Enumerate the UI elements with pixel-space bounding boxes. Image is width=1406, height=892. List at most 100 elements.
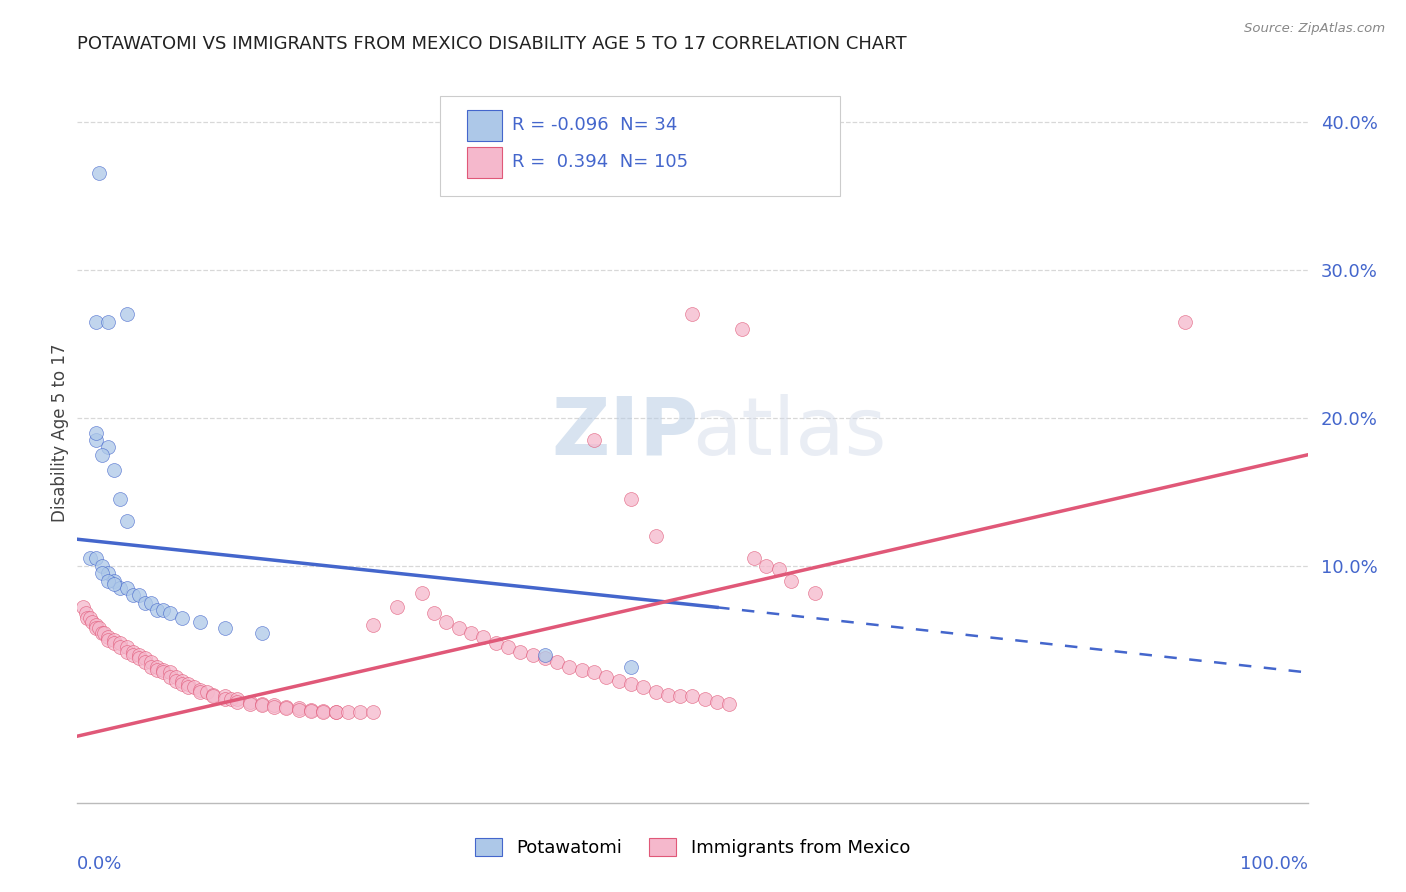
Point [288,701,311,715]
Point [103,574,125,588]
Point [152,603,174,617]
Point [128,589,150,603]
Point [693,692,716,706]
Point [472,630,495,644]
Point [159,665,181,680]
Point [325,706,347,720]
Point [84,433,107,447]
Point [485,636,508,650]
Point [188,615,212,629]
Point [214,692,236,706]
Point [718,697,741,711]
Point [263,699,285,714]
Text: atlas: atlas [693,393,887,472]
Point [97,630,120,644]
Point [103,632,125,647]
Point [141,596,163,610]
Point [201,689,224,703]
Point [263,698,285,712]
Point [620,659,643,673]
Point [128,650,150,665]
Text: R = -0.096  N= 34: R = -0.096 N= 34 [512,116,676,135]
Point [115,515,138,529]
Point [97,441,120,455]
Point [165,674,187,689]
Point [299,702,322,716]
Point [90,558,114,573]
Point [299,704,322,718]
Point [90,625,114,640]
Point [84,621,107,635]
Point [276,699,298,714]
Point [312,704,335,718]
Point [214,689,236,703]
Point [682,689,704,703]
Text: R =  0.394  N= 105: R = 0.394 N= 105 [512,153,688,171]
Point [239,695,262,709]
Point [152,663,174,677]
Point [361,706,384,720]
Point [121,648,143,662]
Point [115,581,138,595]
Point [607,674,630,689]
Point [141,655,163,669]
Point [1174,314,1197,328]
Point [110,640,132,655]
Point [103,636,125,650]
Point [349,706,371,720]
Point [75,607,97,621]
Point [110,581,132,595]
Point [583,665,606,680]
Point [657,688,679,702]
Point [121,589,143,603]
Point [115,307,138,321]
Point [128,648,150,662]
Point [201,688,224,702]
Point [620,492,643,507]
Text: 100.0%: 100.0% [1240,855,1308,872]
Point [177,681,200,695]
Point [644,685,666,699]
Point [134,650,156,665]
Point [768,562,790,576]
Point [385,600,409,615]
Point [170,674,193,689]
Point [93,625,115,640]
Point [97,566,120,581]
Point [97,574,120,588]
Point [79,610,101,624]
Point [110,492,132,507]
Point [146,603,169,617]
Point [90,448,114,462]
Point [195,685,218,699]
Point [103,576,125,591]
Point [84,425,107,440]
Point [804,585,827,599]
FancyBboxPatch shape [467,147,502,178]
Legend: Potawatomi, Immigrants from Mexico: Potawatomi, Immigrants from Mexico [468,830,917,864]
Point [141,659,163,673]
Point [288,702,311,716]
Point [337,706,360,720]
Point [97,314,120,328]
Point [79,551,101,566]
Point [633,681,655,695]
Point [312,706,335,720]
Point [115,640,138,655]
Point [731,322,754,336]
Point [146,659,169,673]
Point [165,670,187,684]
Point [84,551,107,566]
Y-axis label: Disability Age 5 to 17: Disability Age 5 to 17 [51,343,69,522]
Point [226,695,249,709]
Point [706,695,728,709]
Point [152,665,174,680]
Point [460,625,482,640]
Point [159,670,181,684]
Point [571,663,593,677]
Point [276,701,298,715]
Point [534,650,557,665]
FancyBboxPatch shape [440,95,841,195]
Point [89,621,111,635]
Point [361,618,384,632]
